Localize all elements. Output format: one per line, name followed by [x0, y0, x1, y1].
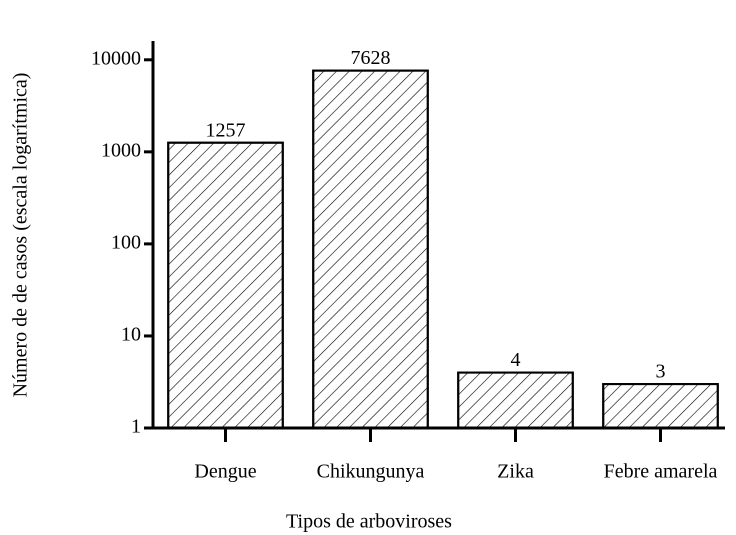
y-tick-label: 10000 — [91, 47, 141, 69]
value-label: 1257 — [206, 119, 246, 141]
value-label: 4 — [511, 349, 521, 371]
bar-hatch — [312, 69, 429, 429]
y-tick-label: 10 — [121, 324, 141, 346]
bar-hatch — [602, 383, 719, 430]
x-tick-label: Dengue — [194, 461, 256, 483]
y-tick-label: 1 — [131, 416, 141, 438]
value-label: 3 — [656, 361, 666, 383]
x-tick-label: Zika — [497, 461, 534, 483]
y-tick-label: 1000 — [101, 139, 141, 161]
value-label: 7628 — [351, 47, 391, 69]
x-axis-label: Tipos de arboviroses — [286, 511, 452, 533]
y-tick-label: 100 — [111, 231, 141, 253]
y-axis-label: Número de de casos (escala logarítmica) — [10, 73, 32, 398]
bar-hatch — [167, 141, 284, 429]
x-tick-label: Chikungunya — [317, 461, 425, 483]
x-tick-label: Febre amarela — [604, 461, 718, 483]
bar-hatch — [457, 371, 574, 429]
